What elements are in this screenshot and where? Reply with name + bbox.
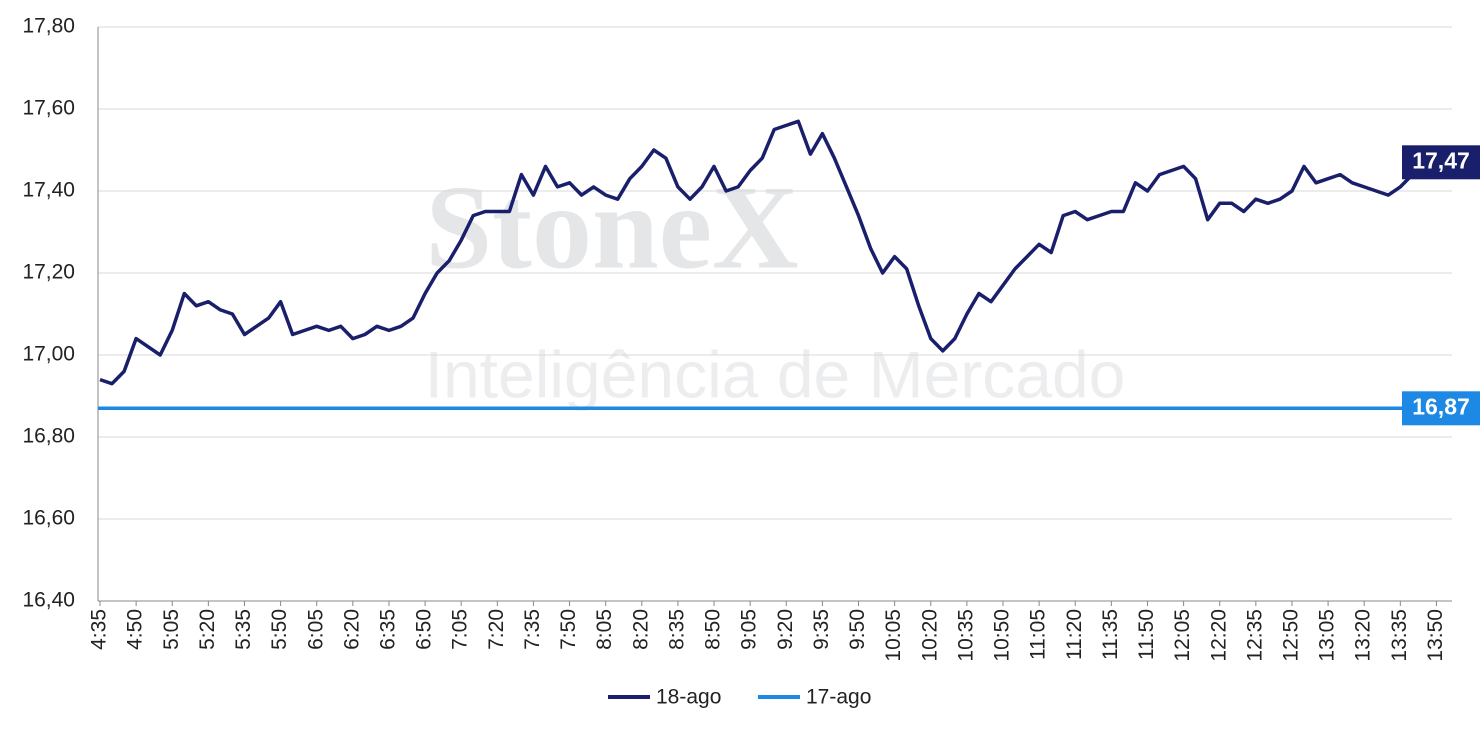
x-tick-label: 7:50 xyxy=(557,609,580,650)
x-tick-label: 12:50 xyxy=(1280,609,1303,662)
y-tick-label: 17,00 xyxy=(22,343,75,366)
x-tick-label: 9:05 xyxy=(738,609,761,650)
y-tick-label: 17,80 xyxy=(22,15,75,38)
x-tick-label: 8:05 xyxy=(593,609,616,650)
y-tick-label: 17,60 xyxy=(22,97,75,120)
x-tick-label: 8:35 xyxy=(665,609,688,650)
x-tick-label: 10:20 xyxy=(918,609,941,662)
value-label: 17,47 xyxy=(1412,147,1470,173)
x-tick-label: 7:05 xyxy=(449,609,472,650)
value-label-box xyxy=(1402,145,1480,180)
x-tick-label: 13:50 xyxy=(1424,609,1447,662)
legend-label: 17-ago xyxy=(806,686,871,709)
x-tick-label: 8:20 xyxy=(629,609,652,650)
y-tick-label: 17,40 xyxy=(22,179,75,202)
x-tick-label: 10:35 xyxy=(954,609,977,662)
y-tick-label: 16,60 xyxy=(22,507,75,530)
x-tick-label: 11:50 xyxy=(1135,609,1158,660)
x-tick-label: 6:35 xyxy=(377,609,400,650)
x-tick-label: 10:50 xyxy=(991,609,1014,662)
watermark-tagline: Inteligência de Mercado xyxy=(425,337,1126,411)
x-tick-label: 9:35 xyxy=(810,609,833,650)
x-tick-label: 4:35 xyxy=(88,609,111,650)
x-tick-label: 9:50 xyxy=(846,609,869,650)
x-tick-label: 10:05 xyxy=(882,609,905,662)
legend-label: 18-ago xyxy=(656,686,721,709)
x-tick-label: 11:35 xyxy=(1099,609,1122,660)
y-tick-label: 17,20 xyxy=(22,261,75,284)
x-tick-label: 12:20 xyxy=(1207,609,1230,662)
y-tick-label: 16,40 xyxy=(22,589,75,612)
x-tick-label: 6:05 xyxy=(304,609,327,650)
x-tick-label: 11:20 xyxy=(1063,609,1086,660)
value-label: 16,87 xyxy=(1412,393,1470,419)
value-label-box xyxy=(1402,391,1480,426)
x-tick-label: 13:35 xyxy=(1388,609,1411,662)
x-tick-label: 12:05 xyxy=(1171,609,1194,662)
x-tick-label: 5:05 xyxy=(160,609,183,650)
watermark-brand: StoneX xyxy=(425,161,798,294)
x-tick-label: 12:35 xyxy=(1243,609,1266,662)
x-tick-label: 7:35 xyxy=(521,609,544,650)
x-tick-label: 5:50 xyxy=(268,609,291,650)
series-line xyxy=(99,119,1450,386)
y-tick-label: 16,80 xyxy=(22,425,75,448)
x-tick-label: 9:20 xyxy=(774,609,797,650)
x-tick-label: 8:50 xyxy=(702,609,725,650)
x-tick-label: 13:05 xyxy=(1316,609,1339,662)
x-tick-label: 11:05 xyxy=(1027,609,1050,660)
x-tick-label: 4:50 xyxy=(124,609,147,650)
x-tick-label: 5:35 xyxy=(232,609,255,650)
x-tick-label: 13:20 xyxy=(1352,609,1375,662)
x-tick-label: 6:50 xyxy=(413,609,436,650)
x-tick-label: 5:20 xyxy=(196,609,219,650)
x-tick-label: 7:20 xyxy=(485,609,508,650)
x-tick-label: 6:20 xyxy=(340,609,363,650)
